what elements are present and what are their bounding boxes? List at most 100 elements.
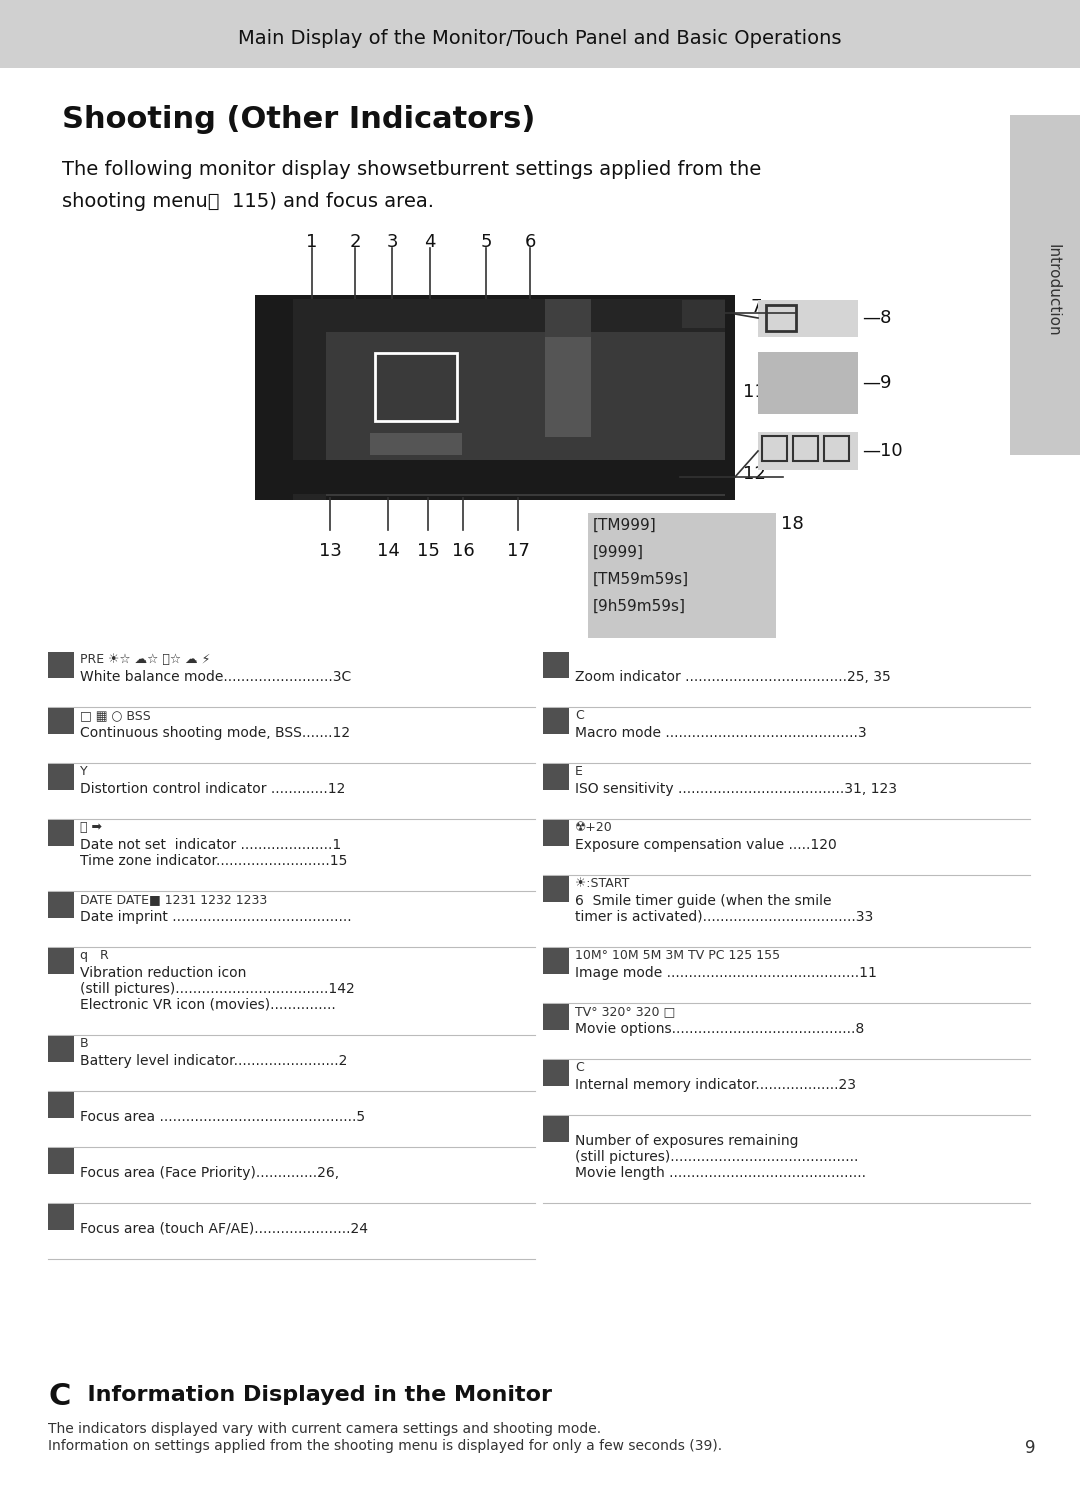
Text: B: B [80, 1037, 89, 1051]
Text: 2: 2 [349, 233, 361, 251]
Text: 5: 5 [56, 898, 66, 912]
Text: Date not set  indicator .....................1: Date not set indicator .................… [80, 838, 341, 851]
Text: —8: —8 [862, 309, 891, 327]
Bar [766, 305, 796, 331]
Text: ▶: ▶ [532, 395, 540, 406]
Bar [543, 1060, 569, 1086]
Text: (still pictures)...................................142: (still pictures)........................… [80, 982, 354, 996]
Text: 17b: 17b [541, 1065, 570, 1080]
Text: ⚡
AUTO: ⚡ AUTO [296, 367, 323, 389]
Text: Focus area (touch AF/AE)......................24: Focus area (touch AF/AE)................… [80, 1221, 368, 1236]
Bar [48, 1092, 75, 1117]
Text: Number of exposures remaining: Number of exposures remaining [575, 1134, 798, 1149]
Text: Distortion control indicator .............12: Distortion control indicator ...........… [80, 782, 346, 796]
Text: DATE DATE■ 1231 1232 1233: DATE DATE■ 1231 1232 1233 [80, 893, 267, 906]
Text: 3: 3 [387, 233, 397, 251]
Text: Focus area .............................................5: Focus area .............................… [80, 1110, 365, 1123]
Bar [48, 820, 75, 846]
Bar [1010, 114, 1080, 455]
Text: ISO sensitivity ......................................31, 123: ISO sensitivity ........................… [575, 782, 897, 796]
Text: ⏰ ➡: ⏰ ➡ [80, 820, 102, 834]
Text: (still pictures)...........................................: (still pictures)........................… [575, 1150, 859, 1164]
Text: Macro mode ............................................3: Macro mode .............................… [575, 727, 866, 740]
Text: 13: 13 [546, 770, 566, 785]
Text: AF
OFF: AF OFF [546, 302, 568, 322]
Text: 18: 18 [781, 516, 804, 533]
Text: 10: 10 [52, 1210, 70, 1224]
Bar [48, 764, 75, 791]
Text: [9h59m59s]: [9h59m59s] [593, 599, 686, 614]
Text: 9: 9 [1025, 1438, 1036, 1456]
Text: C: C [575, 1061, 584, 1074]
Bar [293, 331, 326, 499]
Text: ☢+20: ☢+20 [575, 820, 612, 834]
Text: 9: 9 [56, 1155, 66, 1168]
Text: Electronic VR icon (movies)...............: Electronic VR icon (movies).............… [80, 999, 336, 1012]
Bar [48, 892, 75, 918]
Text: White balance mode.........................3C: White balance mode......................… [80, 670, 351, 684]
Bar [293, 299, 725, 331]
Text: [TM59m59s]: [TM59m59s] [593, 572, 689, 587]
Text: ■■■: ■■■ [685, 303, 720, 317]
Text: 7: 7 [750, 299, 761, 317]
Text: □ ▦ ○ BSS: □ ▦ ○ BSS [80, 709, 151, 722]
Text: Image mode ............................................11: Image mode .............................… [575, 966, 877, 979]
Bar [545, 337, 591, 437]
Text: 6: 6 [56, 954, 66, 967]
Text: W: W [548, 392, 566, 412]
Text: Movie length .............................................: Movie length ...........................… [575, 1167, 866, 1180]
Text: 4: 4 [56, 826, 66, 840]
Text: PRE ☀☆ ☁☆ ⛄☆ ☁ ⚡: PRE ☀☆ ☁☆ ⛄☆ ☁ ⚡ [80, 652, 211, 666]
Text: Time zone indicator..........................15: Time zone indicator.....................… [80, 854, 348, 868]
Text: Zoom indicator .....................................25, 35: Zoom indicator .........................… [575, 670, 891, 684]
Text: 17: 17 [507, 542, 529, 560]
Bar [758, 432, 858, 470]
Text: ☀:START: ☀:START [575, 877, 630, 890]
Bar [255, 296, 735, 499]
Text: ☀☆ BSS ⬌ ➡ DATE■ VR  □: ☀☆ BSS ⬌ ➡ DATE■ VR □ [305, 302, 455, 312]
Bar [48, 948, 75, 973]
Bar [543, 764, 569, 791]
Text: 16: 16 [546, 954, 566, 967]
Text: 11: 11 [546, 658, 566, 672]
Bar [48, 1204, 75, 1230]
Text: The following monitor display showsetburrent settings applied from the: The following monitor display showsetbur… [62, 160, 761, 178]
Text: 12: 12 [743, 465, 766, 483]
Text: The indicators displayed vary with current camera settings and shooting mode.: The indicators displayed vary with curre… [48, 1422, 602, 1435]
Text: q   R: q R [80, 950, 109, 961]
Text: 8: 8 [56, 1098, 66, 1112]
Text: E: E [575, 765, 583, 779]
Bar [48, 652, 75, 678]
Text: Y: Y [80, 765, 87, 779]
Text: 6: 6 [524, 233, 536, 251]
Text: Information on settings applied from the shooting menu is displayed for only a f: Information on settings applied from the… [48, 1438, 723, 1453]
Bar [375, 354, 457, 421]
Bar [370, 432, 462, 455]
Text: shooting menuⓂ  115) and focus area.: shooting menuⓂ 115) and focus area. [62, 192, 434, 211]
Text: Vibration reduction icon: Vibration reduction icon [80, 966, 246, 979]
Bar [588, 513, 777, 637]
Text: Continuous shooting mode, BSS.......12: Continuous shooting mode, BSS.......12 [80, 727, 350, 740]
Text: Date imprint .........................................: Date imprint ...........................… [80, 909, 352, 924]
Bar [293, 299, 725, 496]
Text: T: T [546, 340, 564, 364]
Bar [543, 652, 569, 678]
Bar [48, 1149, 75, 1174]
Text: 10M° 10M 5M 3M TV PC 125 155: 10M° 10M 5M 3M TV PC 125 155 [575, 950, 780, 961]
Text: Exposure compensation value .....120: Exposure compensation value .....120 [575, 838, 837, 851]
Text: ZOOM: ZOOM [562, 372, 589, 380]
Bar [681, 300, 725, 328]
Bar [824, 435, 849, 461]
Text: Introduction: Introduction [1045, 244, 1061, 336]
Bar [545, 299, 591, 337]
Text: 13: 13 [319, 542, 341, 560]
Text: 4: 4 [424, 233, 435, 251]
Text: —9: —9 [862, 374, 891, 392]
Text: Main Display of the Monitor/Touch Panel and Basic Operations: Main Display of the Monitor/Touch Panel … [239, 28, 841, 48]
Text: 15: 15 [546, 883, 566, 896]
Text: C: C [48, 1382, 70, 1412]
Bar [293, 461, 725, 493]
Text: 16: 16 [451, 542, 474, 560]
Text: 2: 2 [56, 713, 66, 728]
Bar [758, 300, 858, 337]
